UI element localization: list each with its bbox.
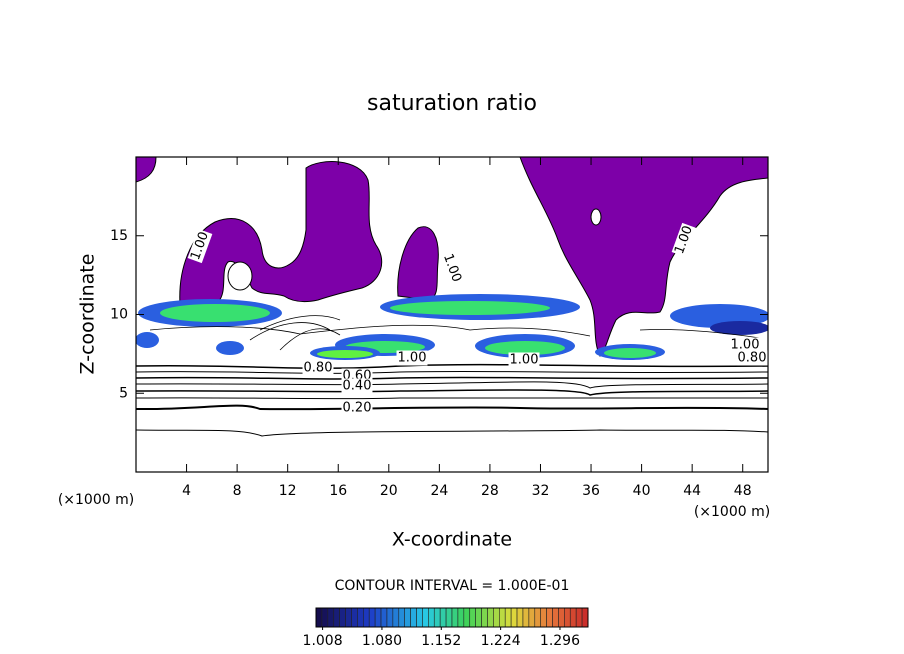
x-tick-label: 28 [481,483,499,499]
contour-label: 0.20 [343,401,372,416]
colorbar-cell [416,607,423,628]
colorbar-cell [345,607,352,628]
colorbar-tick-label: 1.080 [362,633,402,649]
contour-label-bg [671,222,697,258]
colorbar-cell [569,607,577,628]
x-tick-label: 20 [380,483,398,499]
colorbar-cell [327,607,335,628]
colorbar-cell [457,607,465,628]
x-tick-label: 44 [683,483,701,499]
colorbar-cell [363,607,370,628]
contour-label: 0.80 [304,361,333,376]
colorbar-cell [558,607,565,628]
contour-label-bg [439,250,465,286]
contour-label-bg [341,400,373,416]
hole [227,261,253,291]
colorbar-tick-label: 1.224 [481,633,521,649]
contour-label-bg [187,228,213,264]
x-unit-label: (×1000 m) [694,504,770,520]
x-axis-title: X-coordinate [392,529,512,551]
contour-label: 1.00 [398,351,427,366]
colorbar-cell [445,607,453,628]
colorbar-cell [433,607,441,628]
colorbar-cell [469,607,476,628]
colorbar-cell [528,607,536,628]
x-tick-label: 8 [233,483,242,499]
contour-label-bg [396,350,428,366]
contour-label: 1.00 [510,353,539,368]
x-tick-label: 48 [734,483,752,499]
purple-regions [136,157,768,357]
colorbar-cell [351,607,358,628]
colorbar-tick-label: 1.008 [303,633,343,649]
colorbar-cell [392,607,400,628]
colorbar-cell [522,607,530,628]
annotation: CONTOUR INTERVAL = 1.000E-01 [335,578,570,594]
colorbar-cell [504,607,512,628]
y-tick-label: 5 [119,385,128,401]
y-tick-label: 10 [110,307,128,323]
supersaturated-bands [136,294,768,360]
contour-label-bg [302,360,334,376]
colorbar-cell [575,607,583,628]
field [136,157,768,437]
colorbar-cell [546,607,553,628]
x-tick-label: 40 [633,483,651,499]
contour-label: 0.40 [343,379,372,394]
x-tick-label: 16 [329,483,347,499]
colorbar-cell [564,607,571,628]
colorbar-cell [487,607,494,628]
y-tick-label: 15 [110,228,128,244]
colorbar-cell [510,607,518,628]
colorbar-cell [499,607,506,628]
colorbar-cell [422,607,429,628]
x-tick-label: 4 [182,483,191,499]
x-tick-label: 24 [430,483,448,499]
colorbar-cell [339,607,346,628]
colorbar-cell [321,607,329,628]
x-tick-label: 36 [582,483,600,499]
colorbar-cell [386,607,394,628]
colorbar-cell [404,607,411,628]
colorbar-cell [374,607,382,628]
colorbar-cell [581,607,589,628]
colorbar-cell [398,607,405,628]
colorbar-cell [357,607,364,628]
contour-label-bg [736,350,768,366]
colorbar-cell [540,607,547,628]
contour-label-bg [508,352,540,368]
colorbar-cell [475,607,482,628]
colorbar-cell [439,607,447,628]
colorbar-tick-label: 1.152 [421,633,461,649]
contour-label-bg [341,378,373,394]
colorbar-cell [451,607,459,628]
colorbar-tick-label: 1.296 [540,633,580,649]
y-axis-title: Z-coordinate [77,254,99,375]
colorbar-cell [481,607,488,628]
x-unit-label: (×1000 m) [58,492,134,508]
colorbar: 1.008 1.080 1.152 1.224 1.296 [303,607,589,649]
colorbar-cell [428,607,435,628]
colorbar-cell [410,607,417,628]
hole [590,208,602,226]
x-tick-label: 32 [532,483,550,499]
contour-label-bg [729,337,761,353]
contour-lines [136,315,768,437]
colorbar-cell [552,607,559,628]
colorbar-cell [380,607,388,628]
colorbar-cell [493,607,500,628]
contour-label: 1.00 [731,338,760,353]
chart-title: saturation ratio [367,91,537,116]
colorbar-cell [333,607,340,628]
colorbar-cell [315,607,323,628]
colorbar-cell [368,607,376,628]
contour-label: 0.80 [738,351,767,366]
colorbar-cell [534,607,541,628]
colorbar-frame [315,607,589,628]
contour-label: 1.00 [440,252,464,284]
colorbar-cell [516,607,524,628]
colorbar-cell [463,607,471,628]
x-tick-label: 12 [279,483,297,499]
